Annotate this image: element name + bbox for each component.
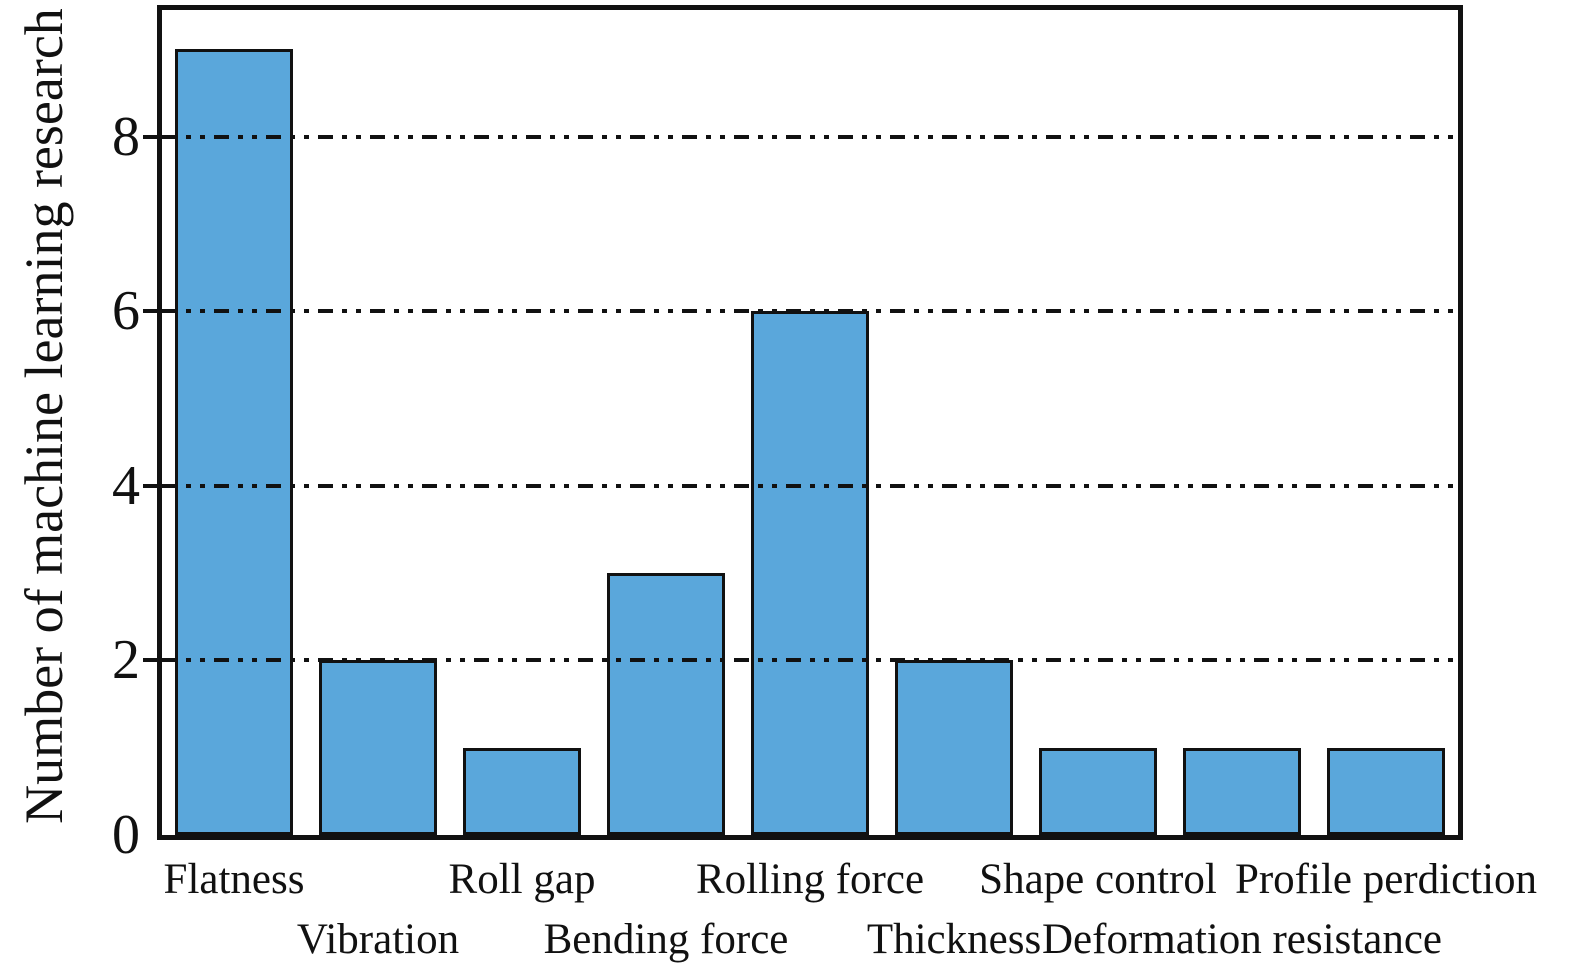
y-tick-mark-8 (143, 134, 157, 139)
bar-thickness (895, 660, 1013, 835)
y-tick-mark-2 (143, 658, 157, 663)
gridline-y-2 (162, 658, 1458, 663)
bar-flatness (175, 49, 293, 835)
bar-shape-control (1039, 748, 1157, 835)
x-tick-label-profile-perdiction: Profile perdiction (1234, 856, 1538, 903)
gridline-y-8 (162, 134, 1458, 139)
x-tick-label-vibration: Vibration (296, 916, 460, 963)
bar-rolling-force (751, 311, 869, 835)
y-tick-label-2: 2 (112, 629, 140, 692)
y-tick-mark-6 (143, 309, 157, 314)
bar-bending-force (607, 573, 725, 835)
x-tick-label-thickness: Thickness (866, 916, 1042, 963)
x-tick-label-flatness: Flatness (163, 856, 305, 903)
x-tick-label-rolling-force: Rolling force (695, 856, 925, 903)
bar-profile-perdiction (1327, 748, 1445, 835)
y-tick-mark-4 (143, 483, 157, 488)
y-tick-label-4: 4 (112, 454, 140, 517)
gridline-y-6 (162, 309, 1458, 314)
x-tick-label-bending-force: Bending force (543, 916, 789, 963)
plot-area (157, 5, 1463, 840)
y-tick-label-6: 6 (112, 280, 140, 343)
gridline-y-4 (162, 483, 1458, 488)
bar-vibration (319, 660, 437, 835)
x-tick-label-roll-gap: Roll gap (448, 856, 596, 903)
bar-deformation-resistance (1183, 748, 1301, 835)
x-tick-label-deformation-resistance: Deformation resistance (1042, 916, 1442, 963)
x-tick-label-shape-control: Shape control (979, 856, 1217, 903)
y-tick-label-8: 8 (112, 105, 140, 168)
bar-roll-gap (463, 748, 581, 835)
y-tick-label-0: 0 (112, 804, 140, 866)
